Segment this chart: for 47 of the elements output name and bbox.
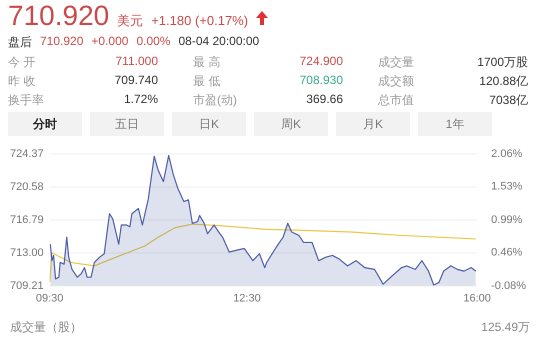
text: 成交量（股） <box>10 319 82 336</box>
y-tick-label: 716.79 <box>10 214 44 226</box>
text: 最 低 <box>193 73 220 90</box>
text: 1700万股 <box>477 54 528 71</box>
text: 7038亿 <box>489 92 528 109</box>
text: 分时 <box>8 112 82 136</box>
text: 369.66 <box>306 92 343 108</box>
x-tick-label: 09:30 <box>36 292 64 304</box>
y2-tick-label: 1.53% <box>491 180 523 193</box>
text: 08-04 20:00:00 <box>178 34 260 50</box>
text: 0.00% <box>136 34 170 50</box>
y2-tick-label: 0.99% <box>491 214 523 226</box>
text: 724.900 <box>300 54 343 70</box>
text: +1.180 (+0.17%) <box>151 13 248 28</box>
text: 成交量 <box>378 54 414 71</box>
x-tick-label: 16:00 <box>463 292 491 304</box>
text: 总市值 <box>378 92 414 109</box>
text: 120.88亿 <box>479 73 528 90</box>
y2-tick-label: -0.08% <box>491 280 526 292</box>
text: 711.000 <box>116 54 158 70</box>
text: 市盈(动) <box>193 92 237 109</box>
text: 日K <box>172 112 246 136</box>
text: 最 高 <box>193 54 220 71</box>
text: 周K <box>254 112 328 136</box>
y-tick-label: 720.58 <box>10 180 44 193</box>
text: 美元 <box>117 12 144 30</box>
y2-tick-label: 2.06% <box>491 148 523 160</box>
text: 月K <box>336 112 410 136</box>
y-tick-label: 713.00 <box>10 246 44 259</box>
x-tick-label: 12:30 <box>233 292 261 304</box>
text: 1年 <box>418 112 492 136</box>
y-tick-label: 709.21 <box>10 280 44 292</box>
text: 今 开 <box>8 54 36 71</box>
text: +0.000 <box>91 34 128 50</box>
text: 710.920 <box>8 0 110 32</box>
text: 709.740 <box>114 73 158 89</box>
text: 五日 <box>90 112 164 136</box>
text: 1.72% <box>124 92 158 108</box>
y2-tick-label: 0.46% <box>491 246 523 259</box>
text: 盘后 <box>8 34 32 51</box>
text: 换手率 <box>8 92 44 109</box>
y-tick-label: 724.37 <box>10 148 44 160</box>
text: 昨 收 <box>8 73 36 90</box>
text: 710.920 <box>40 34 84 50</box>
text: 成交额 <box>378 73 414 90</box>
text: 708.930 <box>300 73 343 89</box>
text: 125.49万 <box>481 319 530 336</box>
